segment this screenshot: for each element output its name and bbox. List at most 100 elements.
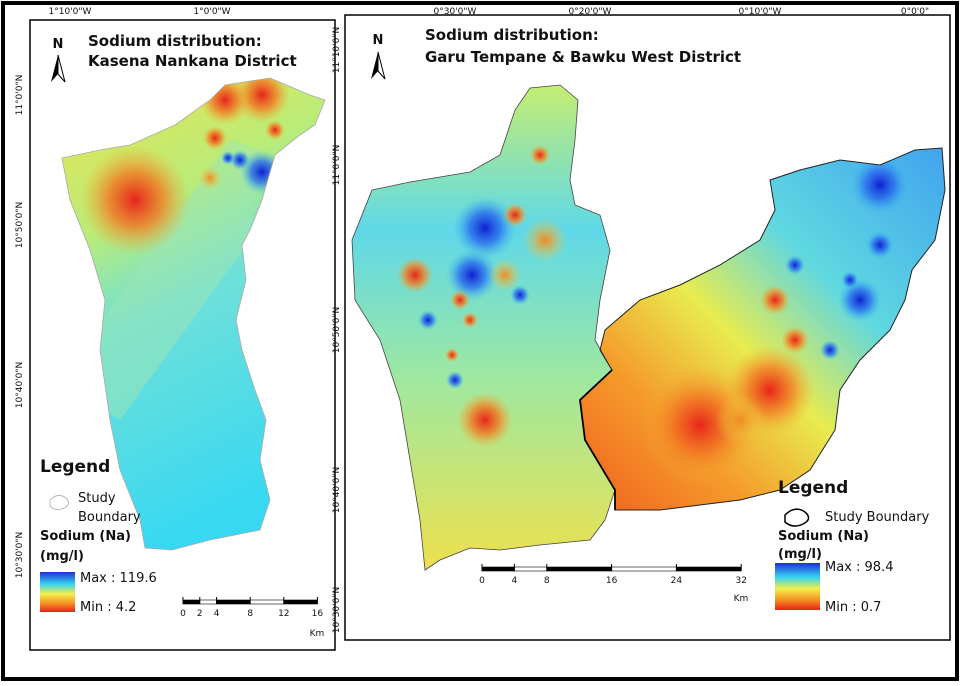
blob bbox=[198, 166, 222, 190]
legend-min: Min : 4.2 bbox=[80, 600, 136, 615]
surface-blob bbox=[820, 340, 840, 360]
blob bbox=[841, 271, 859, 289]
surface-blob bbox=[445, 348, 459, 362]
blob bbox=[866, 231, 894, 259]
legend-variable: Sodium (Na) bbox=[40, 529, 131, 544]
map-title: Sodium distribution: bbox=[88, 32, 262, 50]
blob bbox=[462, 312, 478, 328]
surface-blob bbox=[198, 166, 222, 190]
district-border bbox=[579, 369, 616, 510]
surface-blob bbox=[489, 259, 521, 291]
boundary-symbol bbox=[784, 508, 810, 527]
surface-blob bbox=[80, 145, 190, 255]
legend-max: Max : 119.6 bbox=[80, 571, 157, 586]
scale-segment bbox=[216, 599, 251, 605]
lat-label: 11°10'0"N bbox=[332, 27, 342, 73]
blob bbox=[80, 145, 190, 255]
lat-label: 10°40'0"N bbox=[332, 467, 342, 513]
scale-segment bbox=[481, 566, 515, 572]
blob bbox=[265, 120, 285, 140]
surface-blob bbox=[523, 218, 567, 262]
north-arrow bbox=[51, 54, 66, 83]
blob bbox=[230, 150, 250, 170]
scale-segment bbox=[182, 599, 201, 605]
surface-blob bbox=[715, 395, 765, 445]
scale-segment bbox=[199, 599, 217, 605]
color-ramp bbox=[775, 563, 820, 610]
lat-label: 10°40'0"N bbox=[15, 362, 25, 408]
lat-label: 10°30'0"N bbox=[15, 532, 25, 578]
lat-label: 11°0'0"N bbox=[15, 75, 25, 116]
surface-blob bbox=[203, 126, 227, 150]
blob bbox=[850, 155, 910, 215]
surface-blob bbox=[760, 285, 790, 315]
surface-blob bbox=[450, 290, 470, 310]
blob bbox=[453, 196, 517, 260]
scale-label: 12 bbox=[278, 609, 289, 619]
scale-segment bbox=[611, 566, 677, 572]
blob bbox=[503, 203, 527, 227]
blob bbox=[838, 278, 882, 322]
blob bbox=[418, 310, 438, 330]
blob bbox=[446, 371, 464, 389]
scale-label: 0 bbox=[180, 609, 186, 619]
scale-segment bbox=[676, 566, 742, 572]
surface-blob bbox=[446, 249, 498, 301]
scale-label: 8 bbox=[247, 609, 253, 619]
legend-boundary: Boundary bbox=[78, 510, 141, 525]
north-arrow bbox=[371, 51, 386, 80]
surface-blob bbox=[397, 257, 433, 293]
legend-boundary: Study Boundary bbox=[825, 510, 930, 525]
lon-label: 0°10'0"W bbox=[739, 7, 782, 17]
scale-segment bbox=[249, 599, 285, 605]
surface-blob bbox=[453, 196, 517, 260]
surface-blob bbox=[265, 120, 285, 140]
blob bbox=[203, 126, 227, 150]
scale-label: 16 bbox=[312, 609, 324, 619]
legend-variable: Sodium (Na) bbox=[778, 529, 869, 544]
blob bbox=[446, 249, 498, 301]
blob bbox=[221, 151, 235, 165]
scale-unit: Km bbox=[734, 594, 749, 604]
boundary-symbol bbox=[49, 494, 70, 511]
surface-blob bbox=[510, 285, 530, 305]
scale-label: 4 bbox=[512, 576, 518, 586]
map-title: Sodium distribution: bbox=[425, 26, 599, 44]
blob bbox=[510, 285, 530, 305]
blob bbox=[530, 145, 550, 165]
scale-label: 16 bbox=[606, 576, 618, 586]
legend-unit: (mg/l) bbox=[40, 549, 84, 564]
legend-title: Legend bbox=[778, 478, 848, 498]
surface-blob bbox=[446, 371, 464, 389]
scale-segment bbox=[514, 566, 548, 572]
legend-title: Legend bbox=[40, 457, 110, 477]
scale-label: 2 bbox=[197, 609, 203, 619]
lat-label: 11°0'0"N bbox=[332, 145, 342, 186]
surface-blob bbox=[462, 312, 478, 328]
legend-min: Min : 0.7 bbox=[825, 600, 881, 615]
lat-label: 10°50'0"N bbox=[332, 307, 342, 353]
lon-label: 1°10'0"W bbox=[49, 7, 92, 17]
blob bbox=[785, 255, 805, 275]
blob bbox=[715, 395, 765, 445]
scale-unit: Km bbox=[310, 629, 325, 639]
surface-blob bbox=[230, 150, 250, 170]
color-ramp bbox=[40, 572, 75, 612]
scale-segment bbox=[546, 566, 612, 572]
legend-unit: (mg/l) bbox=[778, 547, 822, 562]
blob bbox=[820, 340, 840, 360]
scale-label: 32 bbox=[735, 576, 746, 586]
surface-blob bbox=[866, 231, 894, 259]
legend-boundary: Study bbox=[78, 491, 116, 506]
surface-blob bbox=[530, 145, 550, 165]
surface-blob bbox=[785, 255, 805, 275]
blob bbox=[523, 218, 567, 262]
scale-label: 0 bbox=[479, 576, 485, 586]
north-label: N bbox=[53, 37, 64, 52]
lon-label: 0°20'0"W bbox=[569, 7, 612, 17]
surface-blob bbox=[457, 392, 513, 448]
blob bbox=[457, 392, 513, 448]
lon-label: 0°0'0" bbox=[901, 7, 929, 17]
lat-label: 10°30'0"N bbox=[332, 587, 342, 633]
